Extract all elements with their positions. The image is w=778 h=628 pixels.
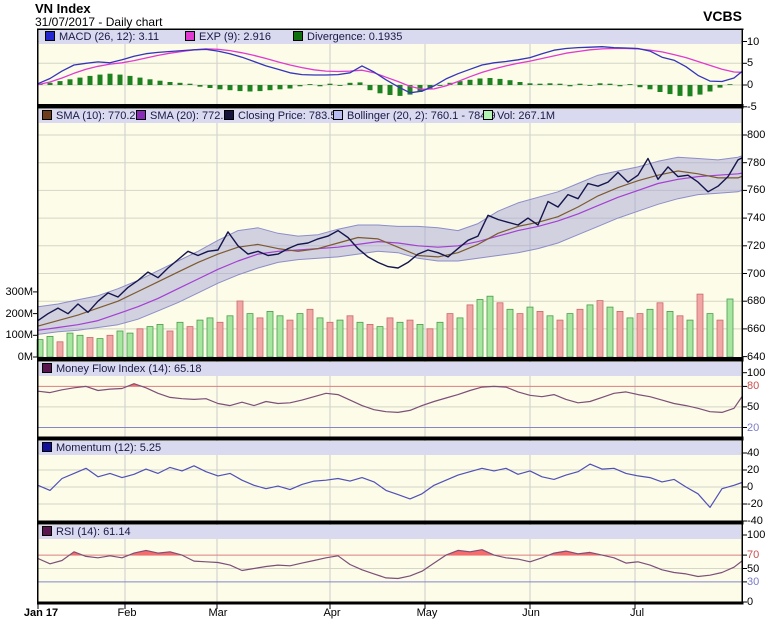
rsi-y-tick-label: 50 (747, 562, 760, 575)
legend-label: Bollinger (20, 2): 760.1 - 784.9 (347, 110, 496, 122)
price-y-tick-label: 800 (747, 129, 766, 141)
x-axis-month-label: Mar (208, 607, 228, 619)
legend-item-divergence: Divergence: 0.1935 (293, 30, 402, 44)
volume-y-tick-label: 200M (5, 307, 33, 320)
legend-item-bollinger: Bollinger (20, 2): 760.1 - 784.9 (333, 109, 496, 123)
legend-label: EXP (9): 2.916 (199, 31, 271, 43)
legend-item-exp: EXP (9): 2.916 (185, 30, 271, 44)
legend-label: Money Flow Index (14): 65.18 (56, 362, 202, 375)
volume-y-tick-label: 100M (5, 329, 33, 342)
legend-label: Closing Price: 783.5 (238, 110, 337, 122)
macd-y-tick-label: -5 (747, 100, 757, 113)
mfi-legend: Money Flow Index (14): 65.18 (39, 361, 741, 376)
macd-y-tick-label: 10 (747, 35, 760, 48)
macd-legend: MACD (26, 12): 3.11 EXP (9): 2.916 Diver… (39, 30, 741, 44)
x-axis-month-label: May (416, 607, 438, 619)
price-y-tick-label: 640 (747, 350, 766, 363)
mom-y-tick-label: 40 (747, 447, 760, 459)
macd-y-tick-label: 5 (747, 57, 754, 70)
legend-label: Vol: 267.1M (497, 110, 556, 122)
legend-label: Momentum (12): 5.25 (56, 441, 162, 454)
volume-y-tick-label: 300M (5, 285, 33, 298)
legend-label: MACD (26, 12): 3.11 (59, 31, 160, 43)
mom-y-tick-label: -20 (747, 498, 763, 510)
close-swatch-icon (224, 110, 234, 120)
x-axis-month-label: Feb (117, 607, 137, 619)
brand-logo: VCBS (703, 8, 742, 24)
legend-item-sma20: SMA (20): 772.5 (136, 109, 230, 123)
mfi-swatch-icon (42, 362, 52, 373)
sma20-swatch-icon (136, 110, 146, 120)
rsi-y-tick-label: 0 (747, 596, 754, 608)
mom-y-tick-label: 20 (747, 464, 760, 476)
rsi-y-tick-label: 30 (747, 575, 760, 588)
legend-item-rsi: RSI (14): 61.14 (42, 525, 131, 539)
bollinger-swatch-icon (333, 110, 343, 120)
mfi-y-tick-label: 100 (747, 366, 766, 379)
legend-item-close: Closing Price: 783.5 (224, 109, 336, 123)
momentum-swatch-icon (42, 441, 52, 452)
x-axis-month-label: Jul (629, 607, 645, 619)
mom-y-tick-label: 0 (747, 481, 754, 493)
price-y-tick-label: 760 (747, 184, 766, 197)
price-y-tick-label: 720 (747, 239, 766, 252)
legend-item-macd: MACD (26, 12): 3.11 (45, 30, 159, 44)
x-axis-month-label: Jan 17 (23, 607, 59, 619)
exp-swatch-icon (185, 31, 195, 41)
price-legend: SMA (10): 770.2 SMA (20): 772.5 Closing … (39, 109, 741, 123)
legend-label: Divergence: 0.1935 (307, 31, 403, 43)
volume-swatch-icon (483, 110, 493, 120)
x-axis-month-label: Jun (522, 607, 540, 619)
legend-label: SMA (20): 772.5 (150, 110, 230, 122)
legend-item-momentum: Momentum (12): 5.25 (42, 441, 161, 455)
price-y-tick-label: 740 (747, 212, 766, 225)
legend-item-volume: Vol: 267.1M (483, 109, 555, 123)
legend-label: SMA (10): 770.2 (56, 110, 136, 122)
mfi-y-tick-label: 50 (747, 400, 760, 413)
price-y-tick-label: 700 (747, 267, 766, 280)
macd-swatch-icon (45, 31, 55, 41)
rsi-swatch-icon (42, 525, 52, 536)
legend-label: RSI (14): 61.14 (56, 525, 131, 538)
mfi-y-tick-label: 80 (747, 380, 760, 393)
sma10-swatch-icon (42, 110, 52, 120)
price-y-tick-label: 660 (747, 322, 766, 335)
volume-y-tick-label: 0M (17, 351, 33, 363)
mfi-y-tick-label: 20 (747, 421, 760, 434)
price-y-tick-label: 680 (747, 295, 766, 308)
macd-y-tick-label: 0 (747, 79, 754, 91)
rsi-y-tick-label: 100 (747, 529, 766, 541)
mom-y-tick-label: -40 (747, 515, 763, 527)
rsi-y-tick-label: 70 (747, 549, 760, 562)
chart-subtitle: 31/07/2017 - Daily chart (35, 15, 163, 29)
x-axis-month-label: Apr (323, 607, 341, 619)
legend-item-sma10: SMA (10): 770.2 (42, 109, 136, 123)
divergence-swatch-icon (293, 31, 303, 41)
momentum-legend: Momentum (12): 5.25 (39, 440, 741, 455)
price-y-tick-label: 780 (747, 156, 766, 169)
page-title: VN Index (35, 1, 91, 16)
legend-item-mfi: Money Flow Index (14): 65.18 (42, 362, 202, 376)
rsi-legend: RSI (14): 61.14 (39, 524, 741, 539)
